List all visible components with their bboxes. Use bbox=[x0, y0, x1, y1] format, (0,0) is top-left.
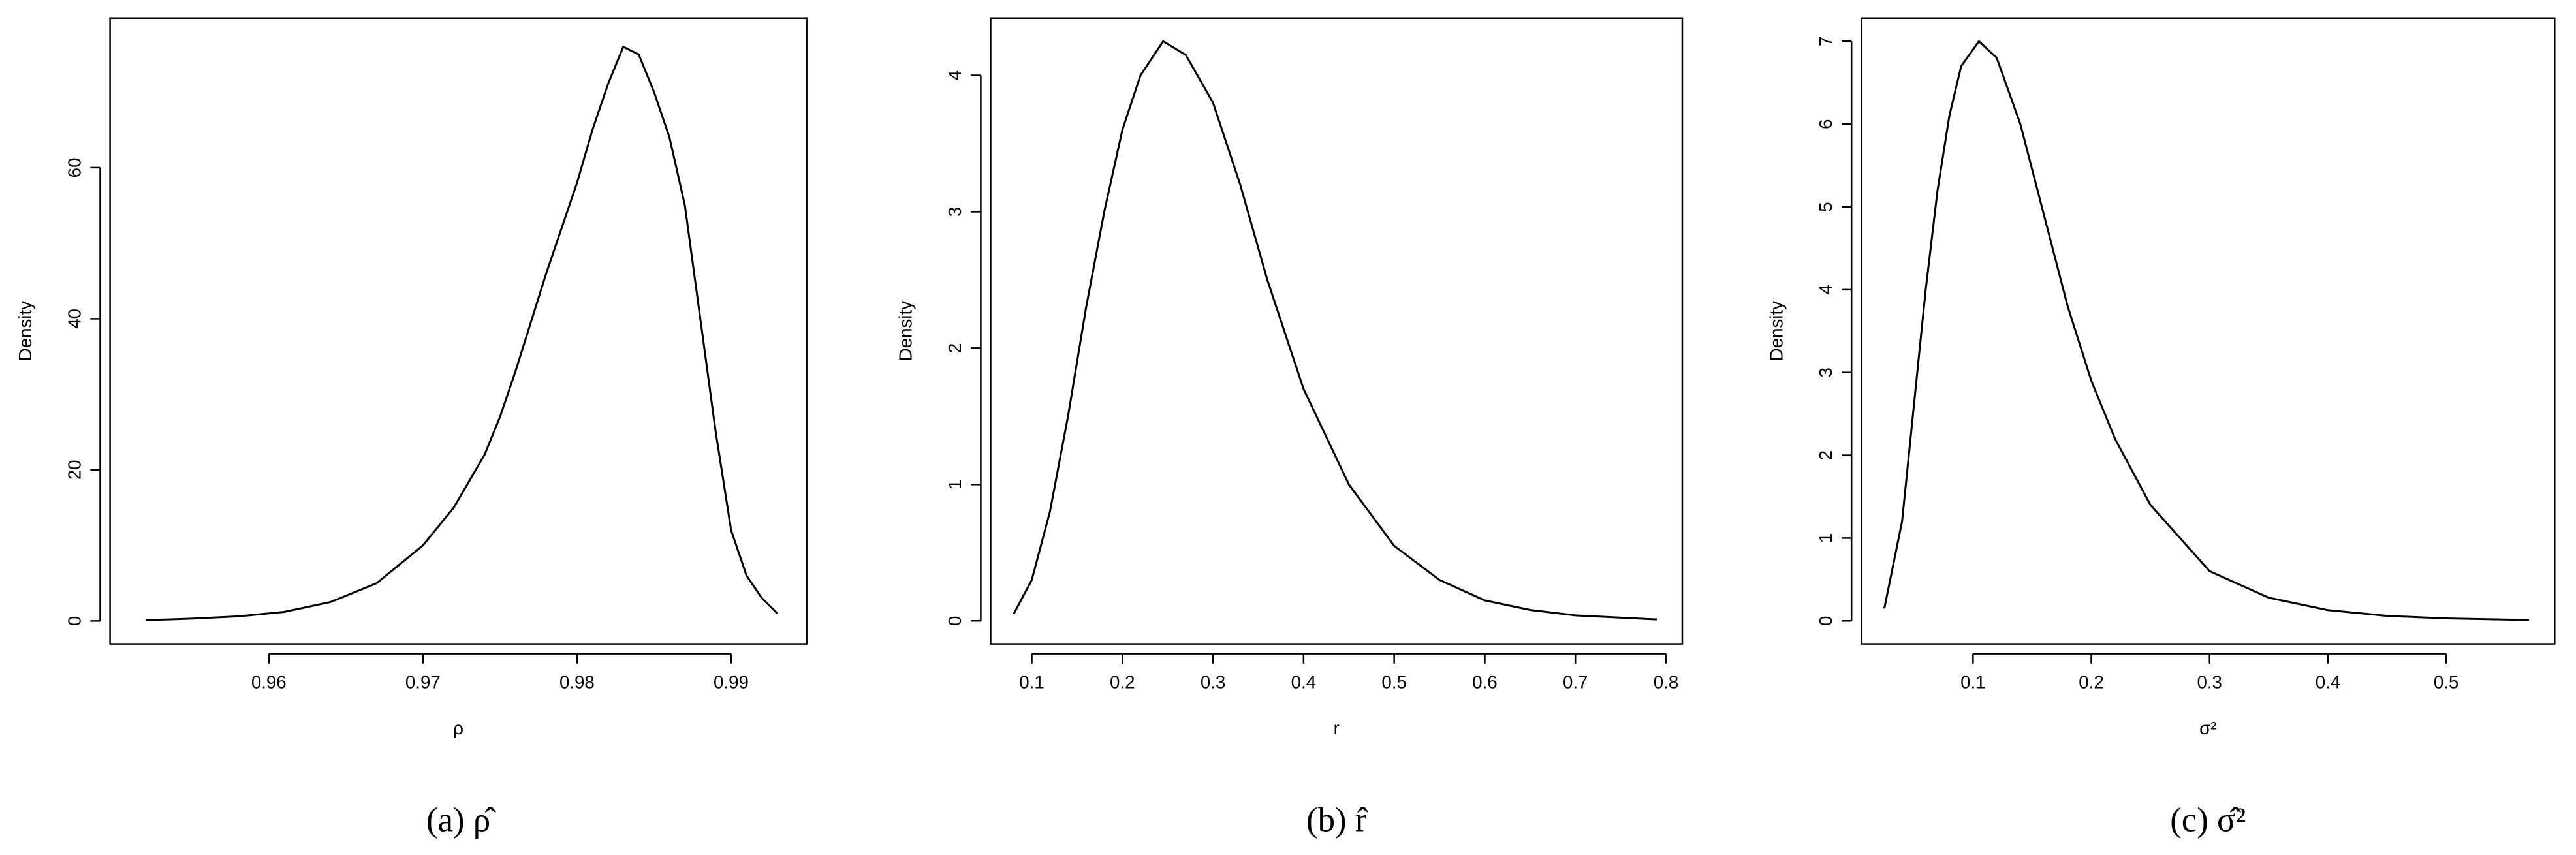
y-tick-label: 2 bbox=[1815, 450, 1836, 460]
x-axis-label: ρ bbox=[453, 718, 463, 738]
x-tick-label: 0.5 bbox=[2434, 672, 2458, 692]
panel: 0.1 0.2 0.3 0.4 0.5 0 1 2 3 4 5 6 7 σ² Density (c) σ̂² bbox=[1766, 17, 2556, 839]
panel: 0.96 0.97 0.98 0.99 0 20 40 60 ρ Density (a) ρ̂ bbox=[15, 17, 808, 839]
x-tick-label: 0.2 bbox=[1110, 672, 1135, 692]
y-tick-label: 1 bbox=[1815, 533, 1836, 543]
x-tick-label: 0.4 bbox=[1291, 672, 1316, 692]
x-tick-label: 0.96 bbox=[251, 672, 287, 692]
caption: (b) r̂ bbox=[1306, 801, 1369, 839]
x-tick-label: 0.4 bbox=[2316, 672, 2340, 692]
y-tick-label: 40 bbox=[64, 309, 84, 329]
y-tick-label: 60 bbox=[64, 158, 84, 178]
plot-box bbox=[1861, 17, 2556, 645]
density-line bbox=[1013, 40, 1657, 621]
x-tick-label: 0.3 bbox=[2197, 672, 2222, 692]
y-tick-label: 3 bbox=[945, 207, 965, 217]
x-tick-label: 0.8 bbox=[1654, 672, 1678, 692]
x-tick-label: 0.2 bbox=[2079, 672, 2103, 692]
x-axis-label: r bbox=[1334, 718, 1340, 738]
x-tick-label: 0.3 bbox=[1201, 672, 1225, 692]
x-tick-label: 0.98 bbox=[559, 672, 595, 692]
plot-box bbox=[109, 17, 808, 645]
panel: 0.1 0.2 0.3 0.4 0.5 0.6 0.7 0.8 0 1 2 3 4 r Density (b)… bbox=[896, 17, 1684, 839]
density-line bbox=[1883, 39, 2530, 621]
y-tick-label: 0 bbox=[945, 616, 965, 626]
x-tick-label: 0.5 bbox=[1381, 672, 1406, 692]
y-tick-label: 1 bbox=[945, 480, 965, 490]
plot-box bbox=[990, 17, 1684, 645]
y-tick-label: 20 bbox=[64, 459, 84, 480]
caption: (a) ρ̂ bbox=[426, 801, 496, 839]
y-tick-label: 6 bbox=[1815, 119, 1836, 129]
y-tick-label: 7 bbox=[1815, 37, 1836, 46]
y-tick-label: 5 bbox=[1815, 202, 1836, 211]
y-tick-label: 0 bbox=[1815, 616, 1836, 626]
x-tick-label: 0.1 bbox=[1960, 672, 1985, 692]
y-tick-label: 2 bbox=[945, 343, 965, 353]
y-tick-label: 4 bbox=[1815, 285, 1836, 294]
caption: (c) σ̂² bbox=[2170, 801, 2246, 839]
x-tick-label: 0.6 bbox=[1472, 672, 1497, 692]
y-tick-label: 3 bbox=[1815, 367, 1836, 377]
y-axis-label: Density bbox=[15, 301, 35, 361]
density-line bbox=[145, 45, 778, 621]
x-tick-label: 0.7 bbox=[1563, 672, 1588, 692]
y-axis-label: Density bbox=[1766, 301, 1786, 361]
x-axis-label: σ² bbox=[2199, 718, 2216, 738]
x-tick-label: 0.97 bbox=[405, 672, 441, 692]
y-tick-label: 4 bbox=[945, 70, 965, 80]
x-tick-label: 0.99 bbox=[714, 672, 749, 692]
x-tick-label: 0.1 bbox=[1019, 672, 1044, 692]
y-tick-label: 0 bbox=[64, 616, 84, 626]
y-axis-label: Density bbox=[896, 301, 916, 361]
